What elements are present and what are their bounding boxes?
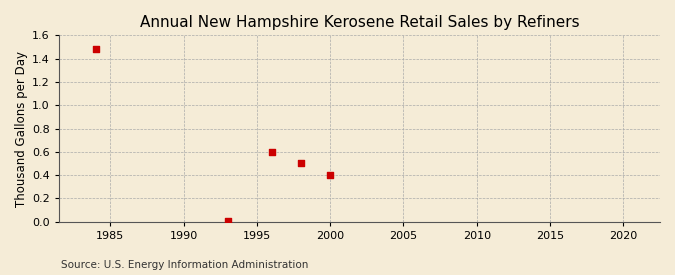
Point bbox=[325, 173, 335, 177]
Point bbox=[266, 150, 277, 154]
Point bbox=[296, 161, 306, 166]
Y-axis label: Thousand Gallons per Day: Thousand Gallons per Day bbox=[15, 51, 28, 207]
Point bbox=[222, 218, 233, 223]
Title: Annual New Hampshire Kerosene Retail Sales by Refiners: Annual New Hampshire Kerosene Retail Sal… bbox=[140, 15, 579, 30]
Point bbox=[90, 47, 101, 51]
Text: Source: U.S. Energy Information Administration: Source: U.S. Energy Information Administ… bbox=[61, 260, 308, 270]
